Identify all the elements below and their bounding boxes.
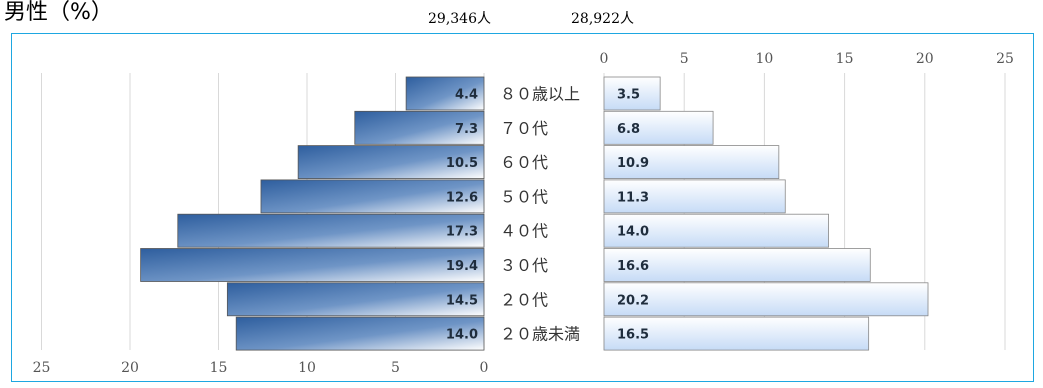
left-bar (235, 316, 485, 351)
right-bar (603, 213, 829, 248)
left-bar (297, 145, 485, 180)
left-axis-tick-label: 15 (210, 360, 228, 376)
right-axis-tick-label: 10 (755, 51, 773, 67)
right-axis-tick-label: 15 (836, 51, 854, 67)
right-bar-value-label: 14.0 (617, 225, 649, 240)
right-bar-value-label: 20.2 (617, 293, 649, 308)
right-bar (603, 179, 786, 214)
age-category-label: ５０代 (500, 187, 548, 206)
right-bar-value-label: 16.6 (617, 259, 649, 274)
left-bar-value-label: 14.0 (446, 328, 478, 343)
right-bar-value-label: 16.5 (617, 328, 649, 343)
left-bar (260, 179, 485, 214)
right-bar (603, 282, 929, 317)
left-bar (177, 213, 485, 248)
right-bar-value-label: 10.9 (617, 156, 649, 171)
left-bar (226, 282, 485, 317)
left-axis-tick-label: 0 (480, 360, 489, 376)
left-axis-tick-label: 25 (33, 360, 51, 376)
right-axis-tick-label: 5 (680, 51, 689, 67)
chart-frame (11, 33, 1034, 382)
right-axis-tick-label: 20 (916, 51, 934, 67)
right-bar (603, 248, 871, 282)
age-category-label: ３０代 (500, 256, 548, 275)
left-bar-value-label: 17.3 (446, 225, 478, 240)
right-bar (603, 145, 780, 180)
left-bar (354, 110, 485, 145)
left-bar-value-label: 4.4 (455, 88, 478, 103)
left-total-count: 29,346人 (428, 11, 491, 27)
left-axis-tick-label: 5 (391, 360, 400, 376)
right-bar-value-label: 6.8 (617, 122, 640, 137)
right-bar (603, 110, 714, 145)
right-bar (603, 316, 870, 351)
left-bar (140, 248, 485, 282)
left-bar-value-label: 7.3 (455, 122, 478, 137)
left-bar-value-label: 14.5 (446, 293, 478, 308)
right-bar-value-label: 3.5 (617, 88, 640, 103)
left-bar-value-label: 12.6 (446, 190, 478, 205)
left-axis-tick-label: 10 (298, 360, 316, 376)
chart-title: 男性（%） (4, 0, 113, 25)
right-axis-tick-label: 0 (600, 51, 609, 67)
left-bar-value-label: 19.4 (446, 259, 478, 274)
right-bar (603, 76, 661, 111)
age-category-label: ７０代 (500, 119, 548, 138)
right-bar-value-label: 11.3 (617, 190, 649, 205)
age-category-label: ８０歳以上 (500, 85, 580, 104)
age-category-label: ２０歳未満 (500, 325, 580, 344)
left-axis-tick-label: 20 (121, 360, 139, 376)
left-bar (405, 76, 485, 111)
age-category-label: ４０代 (500, 222, 548, 241)
right-total-count: 28,922人 (571, 11, 634, 27)
age-category-label: ２０代 (500, 290, 548, 309)
age-category-label: ６０代 (500, 153, 548, 172)
right-axis-tick-label: 25 (996, 51, 1014, 67)
left-bar-value-label: 10.5 (446, 156, 478, 171)
